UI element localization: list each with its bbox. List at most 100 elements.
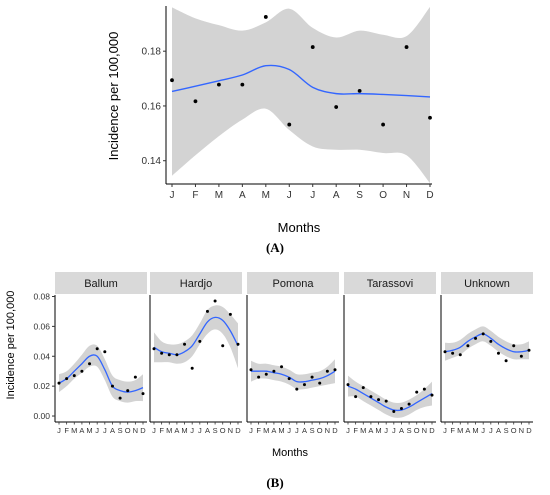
- y-tick-label: 0.08: [33, 291, 50, 301]
- data-point: [183, 342, 187, 346]
- data-point: [310, 45, 315, 49]
- panel-a: 0.14 0.16 0.18 J F M A M J J A S O N D Months Incidence …: [106, 6, 434, 255]
- y-axis-title: Incidence per 100,000: [106, 32, 121, 161]
- data-point: [333, 368, 337, 372]
- data-point: [57, 381, 61, 385]
- x-tick-label: D: [332, 426, 338, 435]
- facet-strip-label: Ballum: [84, 278, 118, 290]
- data-point: [496, 351, 500, 355]
- x-tick-label: D: [140, 426, 146, 435]
- y-tick-label: 0.16: [142, 101, 162, 112]
- data-point: [193, 99, 198, 104]
- x-tick-label: J: [103, 426, 107, 435]
- data-point: [287, 122, 292, 127]
- data-point: [80, 369, 84, 373]
- smooth-line: [58, 354, 144, 393]
- data-point: [458, 353, 462, 357]
- facet-strip: [441, 272, 533, 294]
- x-tick-label: M: [360, 426, 366, 435]
- confidence-band: [172, 6, 430, 184]
- data-point: [384, 399, 388, 403]
- x-tick-label: J: [310, 190, 315, 201]
- x-tick-label: J: [489, 426, 493, 435]
- data-point: [346, 383, 350, 387]
- x-tick-label: S: [213, 426, 218, 435]
- data-point: [167, 353, 171, 357]
- x-tick-label: A: [110, 426, 115, 435]
- x-tick-label: S: [504, 426, 509, 435]
- x-tick-label: J: [287, 190, 292, 201]
- data-point: [361, 386, 365, 390]
- data-point: [354, 395, 358, 399]
- x-tick-label: A: [79, 426, 84, 435]
- data-point: [512, 344, 516, 348]
- x-tick-label: M: [278, 426, 284, 435]
- data-point: [133, 375, 137, 379]
- data-point: [72, 374, 76, 378]
- x-tick-label: F: [353, 426, 358, 435]
- x-tick-label: F: [192, 190, 198, 201]
- x-tick-label: N: [325, 426, 330, 435]
- data-point: [88, 362, 92, 366]
- x-tick-label: A: [399, 426, 404, 435]
- y-tick-label: 0.02: [33, 381, 50, 391]
- facet-strip: [344, 272, 436, 294]
- data-point: [118, 396, 122, 400]
- x-axis-title: Months: [272, 447, 309, 459]
- data-point: [190, 366, 194, 370]
- data-point: [257, 375, 261, 379]
- data-point: [198, 339, 202, 343]
- confidence-band: [251, 359, 335, 390]
- data-point: [95, 347, 99, 351]
- x-tick-label: A: [496, 426, 501, 435]
- data-point: [170, 78, 174, 83]
- data-point: [160, 351, 164, 355]
- x-tick-label: N: [403, 190, 410, 201]
- x-tick-label: M: [166, 426, 172, 435]
- panel-caption-a: (A): [266, 240, 284, 255]
- data-point: [141, 392, 145, 396]
- facet-strip-label: Unknown: [464, 278, 510, 290]
- x-tick-label: J: [287, 426, 291, 435]
- data-point: [369, 395, 373, 399]
- x-tick-label: M: [262, 190, 270, 201]
- x-tick-label: N: [228, 426, 233, 435]
- data-point: [175, 353, 179, 357]
- x-tick-label: D: [429, 426, 435, 435]
- data-point: [126, 389, 130, 393]
- data-point: [272, 369, 276, 373]
- facet-strip: [55, 272, 147, 294]
- x-tick-label: F: [64, 426, 69, 435]
- smooth-line: [444, 333, 530, 353]
- x-tick-label: A: [174, 426, 179, 435]
- data-point: [228, 312, 232, 316]
- y-axis-title: Incidence per 100,000: [5, 291, 17, 400]
- x-tick-label: N: [133, 426, 138, 435]
- confidence-band: [348, 375, 432, 418]
- x-tick-label: A: [465, 426, 470, 435]
- data-point: [519, 354, 523, 358]
- data-point: [280, 365, 284, 369]
- data-point: [221, 344, 225, 348]
- x-tick-label: F: [256, 426, 261, 435]
- data-point: [103, 350, 107, 354]
- x-tick-label: M: [375, 426, 381, 435]
- x-tick-label: J: [57, 426, 61, 435]
- x-tick-label: A: [302, 426, 307, 435]
- data-point: [481, 332, 485, 336]
- facet-strip-label: Tarassovi: [367, 278, 413, 290]
- confidence-band: [59, 344, 143, 403]
- data-point: [152, 347, 156, 351]
- x-tick-label: J: [152, 426, 156, 435]
- x-tick-label: N: [519, 426, 524, 435]
- y-tick-label: 0.00: [33, 411, 50, 421]
- data-point: [392, 410, 396, 414]
- data-point: [404, 45, 409, 49]
- data-point: [236, 342, 240, 346]
- x-tick-label: J: [392, 426, 396, 435]
- smooth-line: [251, 370, 336, 383]
- data-point: [264, 372, 268, 376]
